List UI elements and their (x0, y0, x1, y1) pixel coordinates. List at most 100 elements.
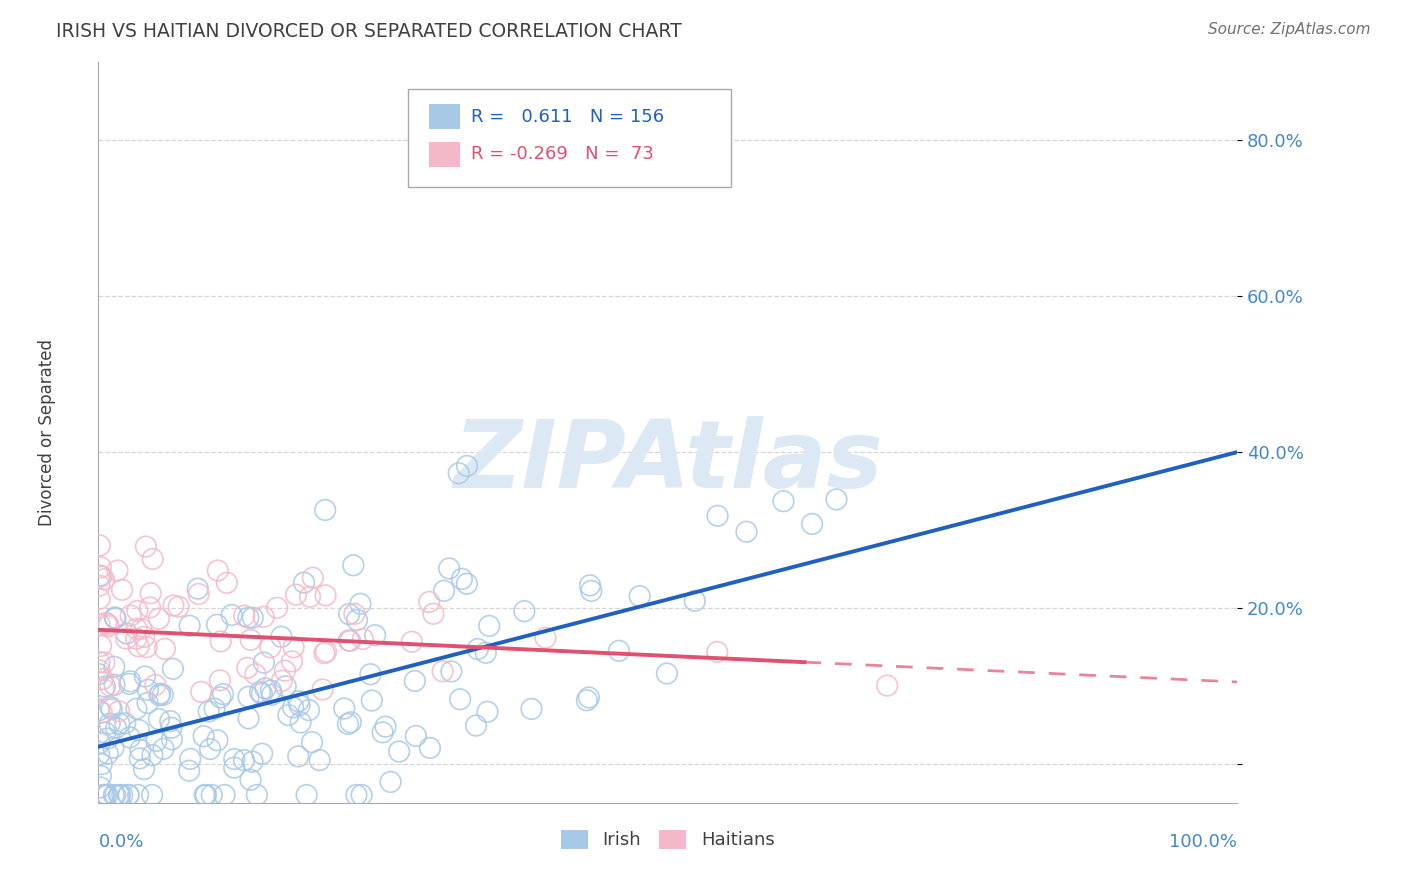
Point (337, 607, 360, 621)
Point (148, 612, 170, 626)
Point (281, 700, 304, 714)
Point (352, 632, 374, 646)
Point (89, 579, 111, 593)
Point (215, 575, 238, 590)
Point (209, 634, 232, 648)
Point (298, 703, 321, 717)
Point (655, 666, 678, 681)
Point (108, 788, 131, 802)
Point (97, 747, 120, 761)
Point (120, 674, 142, 689)
Point (683, 594, 706, 608)
Text: ZIPAtlas: ZIPAtlas (453, 417, 883, 508)
Point (104, 610, 127, 624)
Point (118, 731, 141, 745)
Text: R =   0.611   N = 156: R = 0.611 N = 156 (471, 108, 664, 126)
Point (447, 467, 470, 481)
Point (287, 749, 309, 764)
Point (706, 645, 728, 659)
Point (134, 630, 156, 644)
Text: IRISH VS HAITIAN DIVORCED OR SEPARATED CORRELATION CHART: IRISH VS HAITIAN DIVORCED OR SEPARATED C… (56, 22, 682, 41)
Point (94, 615, 117, 630)
Point (274, 679, 297, 693)
Point (221, 607, 243, 622)
Point (209, 690, 232, 705)
Point (98, 679, 121, 693)
Point (253, 610, 276, 624)
Point (162, 599, 184, 613)
Point (96, 788, 118, 802)
Point (89, 591, 111, 606)
Point (148, 688, 170, 702)
Point (344, 788, 367, 802)
Point (253, 656, 276, 670)
Point (311, 682, 333, 697)
Point (350, 788, 373, 802)
Point (90, 769, 112, 783)
Point (418, 595, 440, 609)
Point (108, 716, 131, 731)
Point (283, 640, 305, 655)
Point (207, 733, 229, 747)
Point (281, 654, 304, 668)
Point (141, 747, 163, 762)
Point (90, 639, 112, 653)
Point (207, 564, 229, 578)
Point (148, 712, 170, 726)
Legend: Irish, Haitians: Irish, Haitians (554, 823, 782, 856)
Point (204, 701, 226, 715)
Point (274, 664, 297, 678)
Point (162, 662, 184, 676)
Point (139, 586, 162, 600)
Point (195, 788, 218, 802)
Point (224, 752, 246, 766)
Point (876, 679, 898, 693)
Point (242, 610, 264, 624)
Point (152, 741, 174, 756)
Point (167, 599, 190, 614)
Point (520, 702, 543, 716)
Point (628, 589, 651, 603)
Point (187, 582, 209, 596)
Point (298, 590, 321, 604)
Point (359, 667, 381, 681)
Point (706, 508, 728, 523)
Point (735, 524, 758, 539)
Point (233, 753, 256, 767)
Point (179, 618, 201, 632)
Point (337, 633, 360, 648)
Point (152, 688, 174, 702)
Text: Divorced or Separated: Divorced or Separated (38, 339, 56, 526)
Point (89, 538, 111, 552)
Point (246, 788, 269, 802)
Point (89, 568, 111, 582)
Point (90, 706, 112, 720)
Point (360, 693, 382, 707)
Point (437, 561, 460, 575)
Point (179, 764, 201, 778)
Point (364, 628, 387, 642)
Point (139, 600, 162, 615)
Point (772, 494, 794, 508)
Point (100, 702, 122, 716)
Point (449, 692, 471, 706)
Point (115, 626, 138, 640)
Point (579, 578, 602, 592)
Text: 100.0%: 100.0% (1170, 833, 1237, 851)
Point (266, 600, 288, 615)
Point (315, 588, 337, 602)
Point (238, 610, 260, 624)
Point (91, 788, 114, 802)
Point (136, 696, 159, 710)
Point (111, 582, 134, 597)
Point (145, 734, 167, 748)
Point (254, 681, 277, 696)
Point (308, 753, 330, 767)
Point (239, 632, 262, 647)
Point (103, 788, 125, 802)
Point (98, 699, 121, 714)
Point (187, 587, 209, 601)
Point (105, 721, 128, 735)
Point (103, 660, 125, 674)
Point (339, 634, 361, 648)
